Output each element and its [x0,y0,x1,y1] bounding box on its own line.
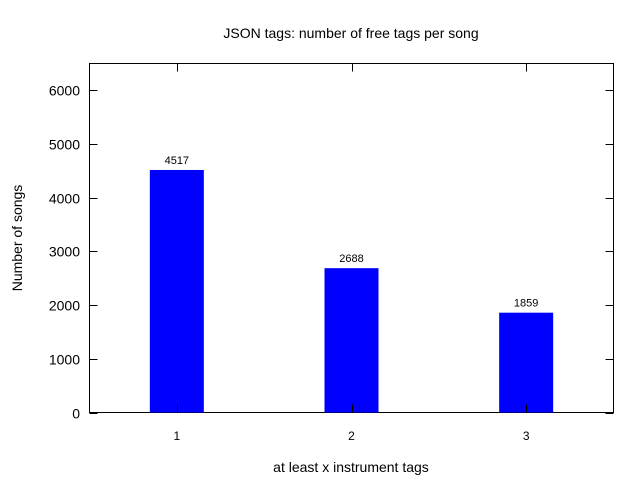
x-tick-label: 1 [173,429,180,443]
y-tick-label: 0 [72,406,80,422]
y-axis-ticks: 0 1000 2000 3000 4000 5000 6000 [49,83,614,422]
bar-value-label: 4517 [165,155,189,167]
y-tick-label: 5000 [49,137,80,153]
bar-1 [149,169,204,413]
y-tick-label: 3000 [49,244,80,260]
x-axis-ticks: 1 2 3 [173,63,530,443]
y-tick-label: 1000 [49,352,80,368]
y-tick-label: 6000 [49,83,80,99]
bar-value-label: 2688 [339,253,363,265]
x-axis-label: at least x instrument tags [273,459,429,475]
bar-value-label: 1859 [514,298,538,310]
y-tick-label: 4000 [49,191,80,207]
bars-group: 4517 2688 1859 [149,155,554,413]
bar-3 [499,312,554,413]
y-tick-label: 2000 [49,298,80,314]
x-tick-label: 3 [523,429,530,443]
y-axis-label: Number of songs [9,185,25,292]
x-tick-label: 2 [348,429,355,443]
chart-title: JSON tags: number of free tags per song [223,25,478,41]
bar-2 [324,268,379,413]
